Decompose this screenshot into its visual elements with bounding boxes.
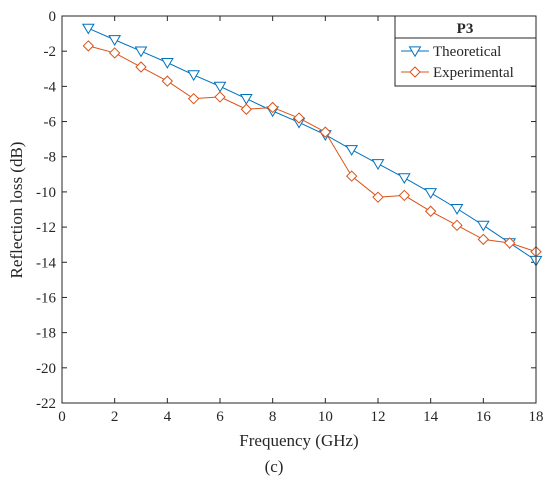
series-layer: [81, 23, 543, 267]
data-point-experimental: [398, 189, 411, 202]
y-tick-label: 0: [49, 9, 57, 25]
data-point-experimental: [424, 205, 437, 217]
data-point-theoretical: [187, 70, 201, 82]
y-tick-label: -8: [44, 150, 57, 166]
y-tick-label: -22: [36, 396, 56, 412]
data-point-experimental: [345, 170, 358, 182]
data-point-experimental: [240, 103, 253, 115]
y-tick-label: -12: [36, 220, 56, 236]
data-point-theoretical: [345, 145, 359, 156]
data-point-experimental: [319, 126, 332, 138]
data-point-theoretical: [397, 173, 411, 185]
data-point-experimental: [266, 101, 279, 114]
data-point-theoretical: [213, 81, 227, 93]
y-tick-label: -18: [36, 326, 56, 342]
data-point-theoretical: [424, 188, 438, 199]
series-line-experimental: [88, 45, 537, 253]
data-point-theoretical: [160, 57, 174, 69]
y-tick-label: -14: [36, 255, 56, 271]
data-point-theoretical: [450, 203, 464, 215]
y-tick-label: -10: [36, 185, 56, 201]
data-point-theoretical: [239, 94, 253, 105]
legend-marker-experimental: [409, 66, 421, 78]
x-tick-label: 10: [318, 409, 333, 425]
x-axis-label: Frequency (GHz): [239, 431, 358, 450]
data-point-theoretical: [81, 23, 95, 35]
x-tick-label: 6: [216, 409, 224, 425]
data-point-theoretical: [108, 35, 122, 46]
data-point-experimental: [293, 112, 305, 124]
data-point-experimental: [451, 219, 463, 232]
x-tick-label: 8: [269, 409, 277, 425]
y-tick-label: -16: [36, 290, 56, 306]
tick-layer: 0 2 4 6 8 10 12 14 16 18 0 -2 -4 -6 -8 -10 -12 -14 -16 -18 -…: [36, 9, 544, 425]
data-point-theoretical: [476, 220, 490, 232]
data-point-experimental: [82, 40, 95, 52]
y-tick-label: -20: [36, 361, 56, 377]
data-point-experimental: [108, 47, 121, 59]
data-point-experimental: [161, 75, 174, 87]
data-point-theoretical: [134, 46, 148, 58]
data-point-experimental: [372, 191, 384, 203]
x-tick-label: 0: [58, 409, 66, 425]
x-tick-label: 4: [164, 409, 172, 425]
x-tick-label: 2: [111, 409, 119, 425]
plot-frame: [61, 15, 537, 404]
y-tick-label: -2: [44, 44, 57, 60]
data-point-theoretical: [371, 159, 385, 170]
x-tick-label: 18: [529, 409, 544, 425]
legend-label-experimental: Experimental: [433, 65, 514, 81]
data-point-experimental: [135, 61, 147, 73]
figure-caption: (c): [265, 457, 284, 476]
x-tick-label: 12: [371, 409, 386, 425]
legend-marker-theoretical: [408, 46, 422, 58]
legend-items: Theoretical Experimental: [401, 44, 514, 81]
series-experimental: [82, 40, 542, 258]
y-tick-label: -6: [44, 115, 57, 131]
legend: P3 Theoretical Experimental: [394, 15, 537, 87]
data-point-experimental: [214, 91, 226, 103]
data-point-experimental: [187, 92, 200, 105]
data-point-experimental: [477, 233, 490, 246]
legend-title: P3: [457, 21, 474, 37]
y-tick-label: -4: [44, 79, 57, 95]
data-point-experimental: [503, 237, 516, 249]
x-tick-label: 16: [476, 409, 492, 425]
x-tick-label: 14: [423, 409, 439, 425]
legend-label-theoretical: Theoretical: [433, 44, 501, 60]
y-axis-label: Reflection loss (dB): [7, 142, 26, 279]
